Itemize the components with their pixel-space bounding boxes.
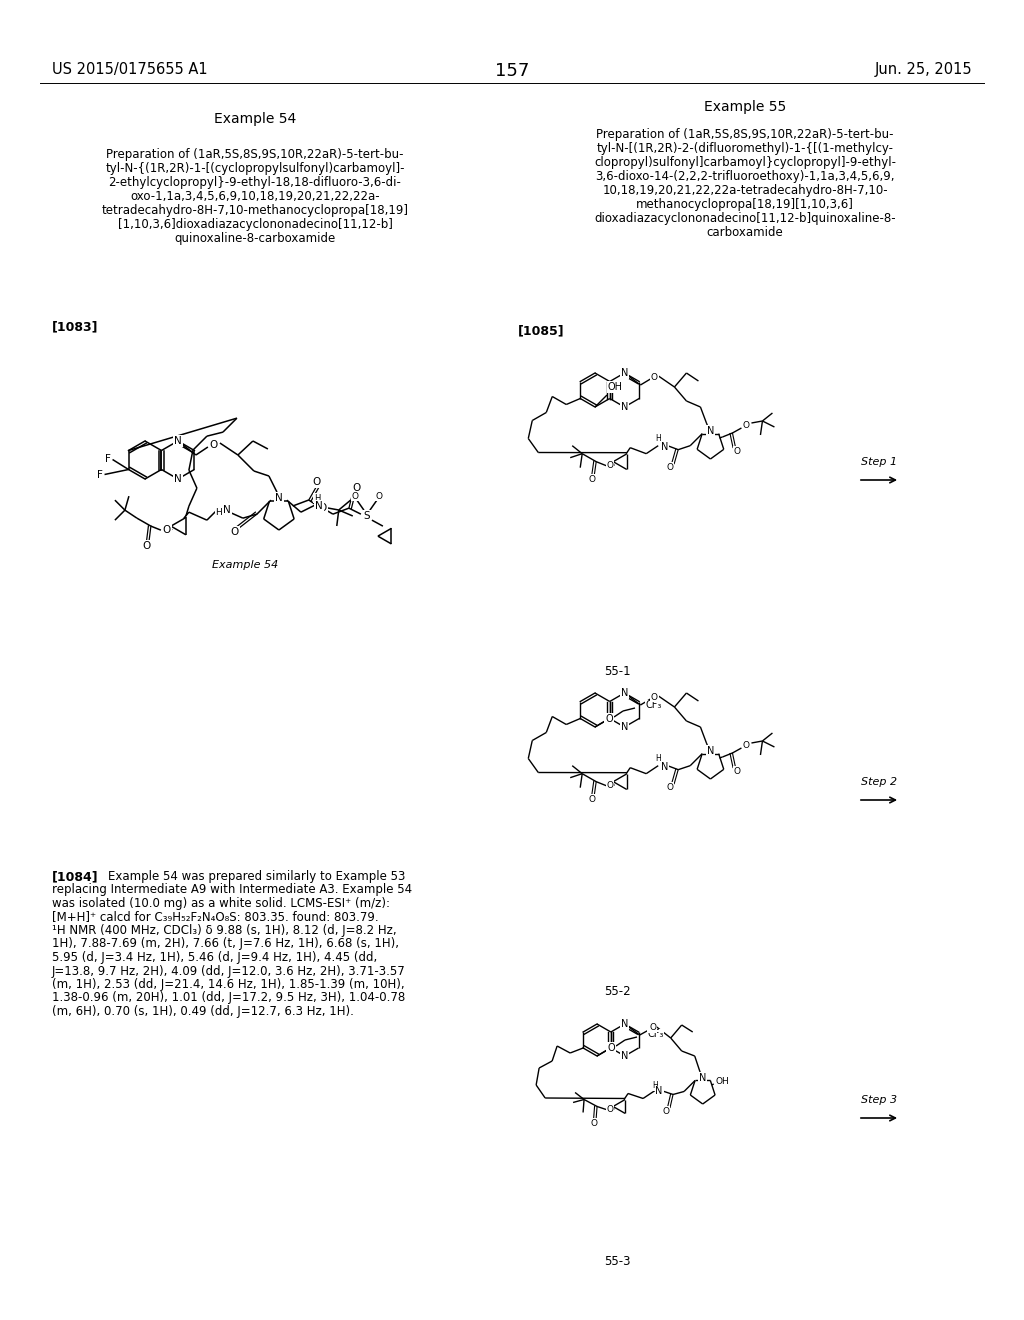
Text: quinoxaline-8-carboxamide: quinoxaline-8-carboxamide [174, 232, 336, 246]
Text: (m, 1H), 2.53 (dd, J=21.4, 14.6 Hz, 1H), 1.85-1.39 (m, 10H),: (m, 1H), 2.53 (dd, J=21.4, 14.6 Hz, 1H),… [52, 978, 404, 991]
Text: Example 54: Example 54 [212, 560, 279, 570]
Text: O: O [649, 1023, 656, 1032]
Text: O: O [651, 693, 658, 701]
Text: N: N [223, 506, 230, 515]
Text: O: O [606, 461, 613, 470]
Text: oxo-1,1a,3,4,5,6,9,10,18,19,20,21,22,22a-: oxo-1,1a,3,4,5,6,9,10,18,19,20,21,22,22a… [130, 190, 380, 203]
Text: CF₃: CF₃ [647, 1030, 664, 1039]
Text: H: H [215, 508, 222, 516]
Text: O: O [734, 446, 741, 455]
Text: N: N [699, 1073, 707, 1082]
Text: O: O [743, 421, 750, 429]
Text: N: N [174, 474, 182, 484]
Text: O: O [210, 440, 218, 450]
Text: dioxadiazacyclononadecino[11,12-b]quinoxaline-8-: dioxadiazacyclononadecino[11,12-b]quinox… [594, 213, 896, 224]
Text: 10,18,19,20,21,22,22a-tetradecahydro-8H-7,10-: 10,18,19,20,21,22,22a-tetradecahydro-8H-… [602, 183, 888, 197]
Text: O: O [351, 491, 358, 500]
Text: Step 1: Step 1 [861, 457, 897, 467]
Text: H: H [655, 754, 662, 763]
Text: O: O [142, 541, 151, 552]
Text: Jun. 25, 2015: Jun. 25, 2015 [874, 62, 972, 77]
Text: methanocyclopropa[18,19][1,10,3,6]: methanocyclopropa[18,19][1,10,3,6] [636, 198, 854, 211]
Text: Preparation of (1aR,5S,8S,9S,10R,22aR)-5-tert-bu-: Preparation of (1aR,5S,8S,9S,10R,22aR)-5… [106, 148, 403, 161]
Text: N: N [275, 492, 283, 503]
Text: N: N [660, 762, 668, 772]
Text: N: N [315, 502, 323, 511]
Text: O: O [376, 491, 382, 500]
Text: O: O [667, 783, 674, 792]
Text: N: N [707, 746, 714, 756]
Text: 2-ethylcyclopropyl}-9-ethyl-18,18-difluoro-3,6-di-: 2-ethylcyclopropyl}-9-ethyl-18,18-difluo… [109, 176, 401, 189]
Text: tetradecahydro-8H-7,10-methanocyclopropa[18,19]: tetradecahydro-8H-7,10-methanocyclopropa… [101, 205, 409, 216]
Text: F: F [96, 470, 102, 479]
Text: clopropyl)sulfonyl]carbamoyl}cyclopropyl]-9-ethyl-: clopropyl)sulfonyl]carbamoyl}cyclopropyl… [594, 156, 896, 169]
Text: [1084]: [1084] [52, 870, 98, 883]
Text: CF₃: CF₃ [645, 700, 662, 710]
Text: [M+H]⁺ calcd for C₃₉H₅₂F₂N₄O₈S: 803.35. found: 803.79.: [M+H]⁺ calcd for C₃₉H₅₂F₂N₄O₈S: 803.35. … [52, 911, 379, 924]
Text: N: N [621, 368, 628, 378]
Text: O: O [353, 483, 361, 494]
Text: N: N [174, 436, 182, 446]
Text: O: O [651, 372, 658, 381]
Text: O: O [663, 1107, 670, 1115]
Text: H: H [313, 494, 321, 503]
Text: [1,10,3,6]dioxadiazacyclononadecino[11,12-b]: [1,10,3,6]dioxadiazacyclononadecino[11,1… [118, 218, 392, 231]
Text: [1085]: [1085] [518, 323, 564, 337]
Text: [1083]: [1083] [52, 319, 98, 333]
Text: Preparation of (1aR,5S,8S,9S,10R,22aR)-5-tert-bu-: Preparation of (1aR,5S,8S,9S,10R,22aR)-5… [596, 128, 894, 141]
Text: OH: OH [607, 381, 623, 392]
Text: 3,6-dioxo-14-(2,2,2-trifluoroethoxy)-1,1a,3,4,5,6,9,: 3,6-dioxo-14-(2,2,2-trifluoroethoxy)-1,1… [595, 170, 895, 183]
Text: ¹H NMR (400 MHz, CDCl₃) δ 9.88 (s, 1H), 8.12 (d, J=8.2 Hz,: ¹H NMR (400 MHz, CDCl₃) δ 9.88 (s, 1H), … [52, 924, 396, 937]
Text: Example 54: Example 54 [214, 112, 296, 125]
Text: O: O [312, 477, 321, 487]
Text: O: O [589, 475, 596, 484]
Text: 5.95 (d, J=3.4 Hz, 1H), 5.46 (d, J=9.4 Hz, 1H), 4.45 (dd,: 5.95 (d, J=3.4 Hz, 1H), 5.46 (d, J=9.4 H… [52, 950, 377, 964]
Text: O: O [606, 1105, 613, 1114]
Text: Step 2: Step 2 [861, 777, 897, 787]
Text: carboxamide: carboxamide [707, 226, 783, 239]
Text: N: N [707, 426, 714, 436]
Text: tyl-N-[(1R,2R)-2-(difluoromethyl)-1-{[(1-methylcy-: tyl-N-[(1R,2R)-2-(difluoromethyl)-1-{[(1… [597, 143, 894, 154]
Text: N: N [621, 403, 628, 412]
Text: H: H [655, 434, 662, 444]
Text: 157: 157 [495, 62, 529, 81]
Text: O: O [318, 503, 327, 513]
Text: Example 55: Example 55 [703, 100, 786, 114]
Text: tyl-N-{(1R,2R)-1-[(cyclopropylsulfonyl)carbamoyl]-: tyl-N-{(1R,2R)-1-[(cyclopropylsulfonyl)c… [105, 162, 404, 176]
Text: Example 54 was prepared similarly to Example 53: Example 54 was prepared similarly to Exa… [108, 870, 406, 883]
Text: S: S [364, 511, 371, 521]
Text: Step 3: Step 3 [861, 1096, 897, 1105]
Text: replacing Intermediate A9 with Intermediate A3. Example 54: replacing Intermediate A9 with Intermedi… [52, 883, 412, 896]
Text: O: O [230, 527, 239, 537]
Text: O: O [734, 767, 741, 776]
Text: J=13.8, 9.7 Hz, 2H), 4.09 (dd, J=12.0, 3.6 Hz, 2H), 3.71-3.57: J=13.8, 9.7 Hz, 2H), 4.09 (dd, J=12.0, 3… [52, 965, 406, 978]
Text: N: N [655, 1086, 663, 1097]
Text: N: N [621, 1051, 629, 1061]
Text: H: H [652, 1081, 658, 1090]
Text: N: N [621, 688, 628, 698]
Text: N: N [660, 442, 668, 451]
Text: O: O [667, 463, 674, 473]
Text: (m, 6H), 0.70 (s, 1H), 0.49 (dd, J=12.7, 6.3 Hz, 1H).: (m, 6H), 0.70 (s, 1H), 0.49 (dd, J=12.7,… [52, 1005, 354, 1018]
Text: OH: OH [716, 1077, 729, 1085]
Text: O: O [743, 741, 750, 750]
Text: 1H), 7.88-7.69 (m, 2H), 7.66 (t, J=7.6 Hz, 1H), 6.68 (s, 1H),: 1H), 7.88-7.69 (m, 2H), 7.66 (t, J=7.6 H… [52, 937, 399, 950]
Text: US 2015/0175655 A1: US 2015/0175655 A1 [52, 62, 208, 77]
Text: N: N [621, 722, 628, 733]
Text: O: O [163, 525, 171, 535]
Text: O: O [605, 714, 612, 723]
Text: O: O [607, 1043, 614, 1053]
Text: O: O [591, 1119, 598, 1129]
Text: 55-1: 55-1 [604, 665, 631, 678]
Text: 1.38-0.96 (m, 20H), 1.01 (dd, J=17.2, 9.5 Hz, 3H), 1.04-0.78: 1.38-0.96 (m, 20H), 1.01 (dd, J=17.2, 9.… [52, 991, 406, 1005]
Text: 55-3: 55-3 [604, 1255, 630, 1269]
Text: F: F [104, 454, 111, 465]
Text: O: O [589, 795, 596, 804]
Text: was isolated (10.0 mg) as a white solid. LCMS-ESI⁺ (m/z):: was isolated (10.0 mg) as a white solid.… [52, 898, 390, 909]
Text: N: N [621, 1019, 629, 1030]
Text: O: O [606, 781, 613, 791]
Text: 55-2: 55-2 [604, 985, 631, 998]
